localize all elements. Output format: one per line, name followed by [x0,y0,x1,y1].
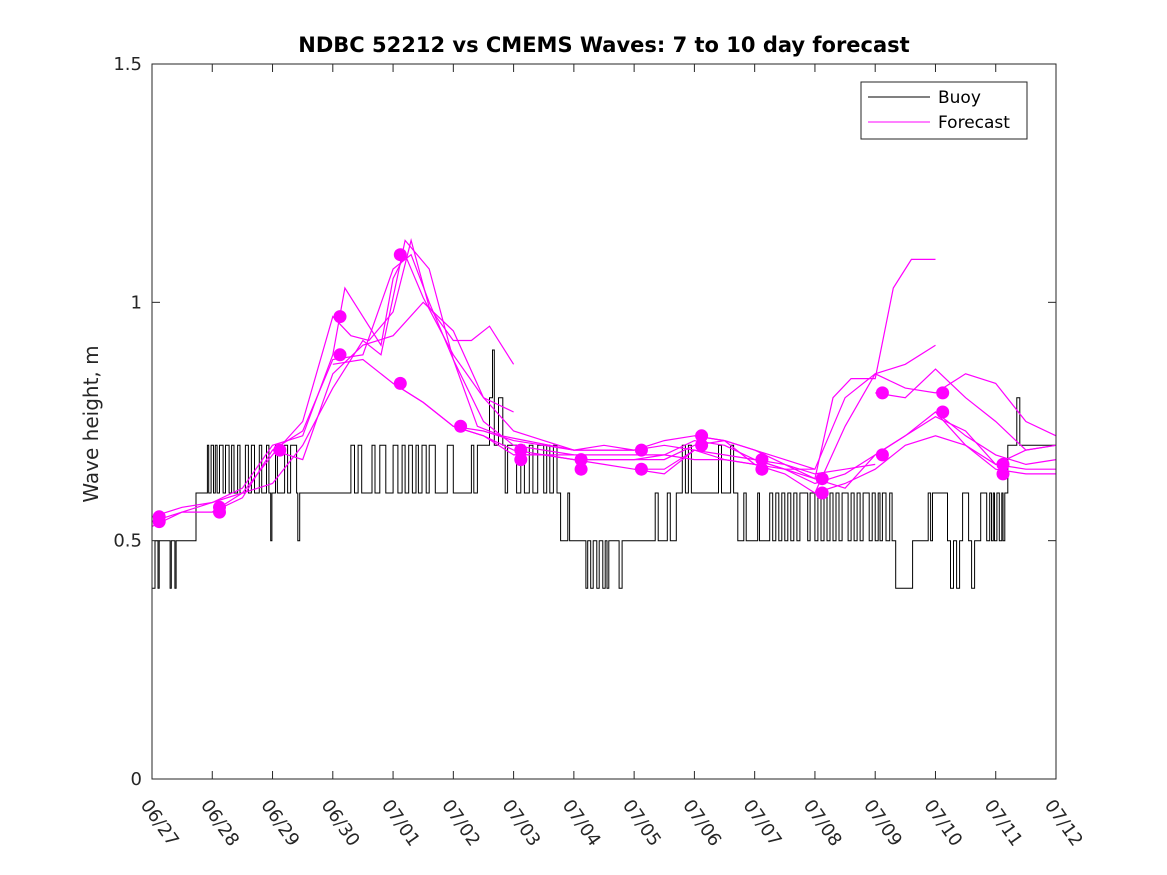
forecast-marker-16 [634,462,648,476]
x-tick-label-13: 07/10 [919,796,966,851]
forecast-series-line-15 [875,368,1057,451]
forecast-marker-10 [454,419,468,433]
marker-layer [152,248,1010,529]
axes-box [151,63,1057,780]
forecast-marker-14 [574,462,588,476]
legend: Buoy Forecast [860,81,1028,140]
forecast-marker-5 [273,443,287,457]
forecast-series-line-4 [211,239,635,513]
forecast-series-line-11 [634,373,1057,494]
forecast-series-line-2 [151,253,514,523]
plot-area: 0 0.5 1 1.5 06/27 06/28 06/29 06/30 07/01 07/02 07… [113,54,1087,850]
forecast-marker-13 [574,453,588,467]
x-tick-label-5: 07/02 [437,796,484,851]
forecast-marker-28 [996,467,1010,481]
x-tick-label-6: 07/03 [498,796,545,851]
forecast-marker-22 [815,486,829,500]
forecast-series-line-1 [151,238,515,518]
x-tick-label-8: 07/05 [618,796,665,851]
forecast-marker-24 [875,448,889,462]
legend-forecast-label: Forecast [938,113,1010,133]
buoy-series-line [152,349,1056,589]
x-tick-label-9: 07/06 [678,796,725,851]
y-tick-label-0: 0 [131,769,142,790]
forecast-marker-11 [514,443,528,457]
x-tick-label-14: 07/11 [980,796,1027,851]
forecast-marker-7 [333,348,347,362]
x-tick-label-15: 07/12 [1040,796,1087,851]
forecast-marker-25 [936,386,950,400]
forecast-marker-26 [936,405,950,419]
y-tick-label-1: 0.5 [113,531,142,552]
x-tick-label-3: 06/30 [317,796,364,851]
forecast-marker-4 [213,505,226,519]
legend-buoy-label: Buoy [938,88,981,108]
x-tick-label-1: 06/28 [196,796,243,851]
forecast-series-line-16 [935,411,1057,466]
forecast-marker-8 [393,248,407,262]
forecast-marker-18 [695,438,709,452]
legend-box [860,81,1028,140]
x-tick-label-0: 06/27 [136,796,183,851]
x-tick-label-12: 07/09 [859,796,906,851]
forecast-marker-20 [755,462,769,476]
x-tick-label-10: 07/07 [739,796,786,851]
forecast-marker-23 [875,386,889,400]
forecast-marker-27 [996,457,1010,471]
y-tick-label-3: 1.5 [113,54,142,75]
x-tick-label-4: 07/01 [377,796,424,851]
series-layer [151,238,1057,589]
x-tick-label-7: 07/04 [558,796,605,851]
forecast-marker-6 [333,310,347,324]
x-tick-label-2: 06/29 [256,796,303,851]
forecast-marker-19 [755,453,769,467]
y-tick-label-2: 1 [131,292,142,313]
forecast-marker-9 [393,376,407,390]
x-tick-label-11: 07/08 [799,796,846,851]
forecast-marker-17 [695,429,709,443]
forecast-marker-12 [514,453,528,467]
forecast-marker-15 [634,443,648,457]
chart-title: NDBC 52212 vs CMEMS Waves: 7 to 10 day f… [298,33,909,57]
forecast-series-line-13 [754,416,1056,489]
forecast-series-line-14 [814,435,1056,494]
forecast-marker-21 [815,472,829,486]
y-axis-label: Wave height, m [79,345,103,502]
forecast-series-line-10 [573,258,936,480]
forecast-series-line-3 [151,253,574,527]
forecast-marker-2 [152,515,166,529]
